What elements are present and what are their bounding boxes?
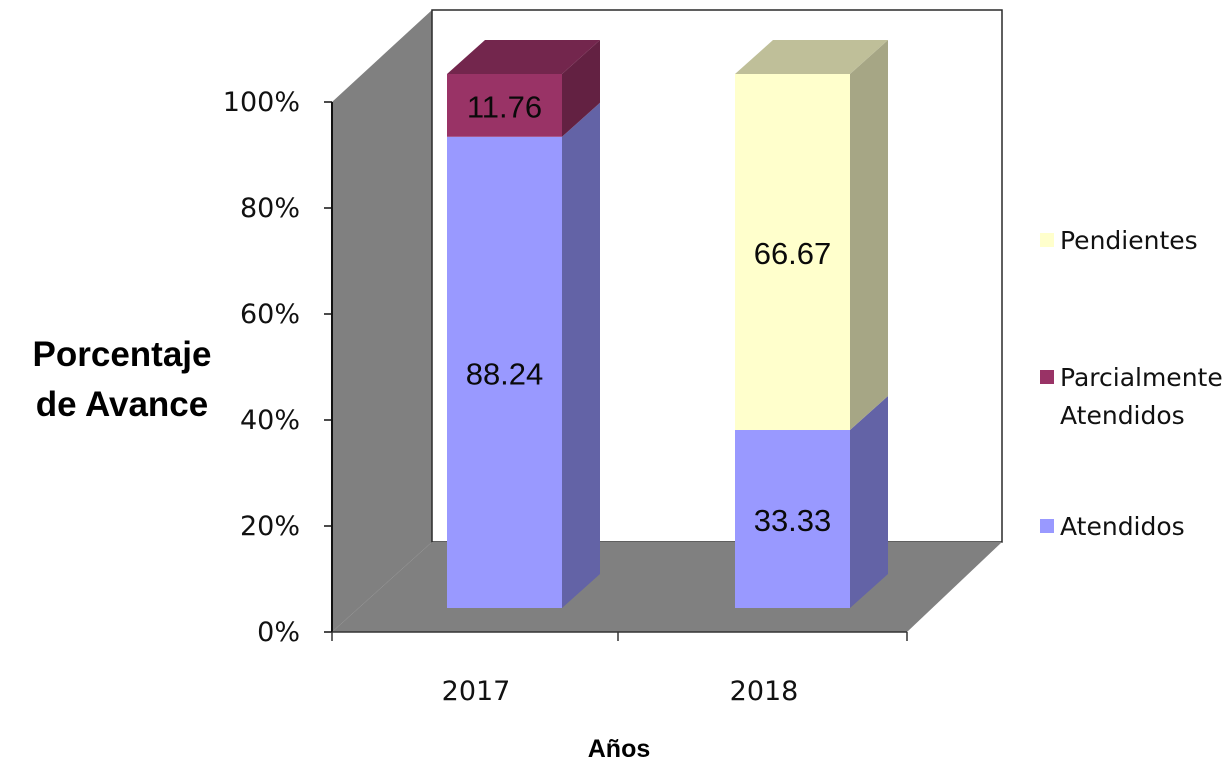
data-label: 66.67 <box>754 236 832 271</box>
bar-2017-parcialmente-atendidos-side <box>562 40 600 137</box>
y-axis-label-line-1: Porcentaje <box>33 335 212 374</box>
bar-2017-top <box>447 40 600 74</box>
legend-label: Pendientes <box>1060 226 1198 255</box>
bar-2017-atendidos-front <box>447 136 562 608</box>
data-label: 88.24 <box>466 356 544 391</box>
x-axis-ticks: 2017 2018 <box>331 632 908 707</box>
chart-floor <box>332 542 1002 632</box>
bar-2018-atendidos-side <box>850 396 888 608</box>
bar-2018-pendientes-front <box>735 74 850 431</box>
bars <box>447 40 888 608</box>
legend-swatch <box>1040 519 1054 533</box>
legend-label: Atendidos <box>1060 401 1185 430</box>
y-tick-label: 20% <box>240 511 300 542</box>
y-axis-ticks: 0% 20% 40% 60% 80% 100% <box>223 87 332 648</box>
data-label: 11.76 <box>467 89 542 124</box>
y-tick-label: 40% <box>240 405 300 436</box>
bar-2018-atendidos-front <box>735 430 850 608</box>
y-axis-label-line-2: de Avance <box>36 385 209 424</box>
x-tick-label: 2017 <box>442 676 511 707</box>
bar-2017-parcialmente-atendidos-front <box>447 74 562 137</box>
x-tick-label: 2018 <box>730 676 799 707</box>
bar-2018-top <box>735 40 888 74</box>
legend: Pendientes Parcialmente Atendidos Atendidos <box>1040 226 1223 541</box>
y-tick-label: 100% <box>223 87 300 118</box>
legend-swatch <box>1040 233 1054 247</box>
y-tick-label: 0% <box>257 617 300 648</box>
bar-2017-atendidos-side <box>562 102 600 608</box>
y-tick-label: 80% <box>240 193 300 224</box>
chart-left-wall <box>332 10 432 632</box>
legend-swatch <box>1040 370 1054 384</box>
legend-label: Parcialmente <box>1060 363 1223 392</box>
bar-2018-pendientes-side <box>850 40 888 431</box>
data-labels: 88.24 11.76 33.33 66.67 <box>466 89 832 538</box>
y-tick-label: 60% <box>240 299 300 330</box>
data-label: 33.33 <box>754 503 832 538</box>
legend-label: Atendidos <box>1060 512 1185 541</box>
x-axis-label: Años <box>588 735 651 763</box>
